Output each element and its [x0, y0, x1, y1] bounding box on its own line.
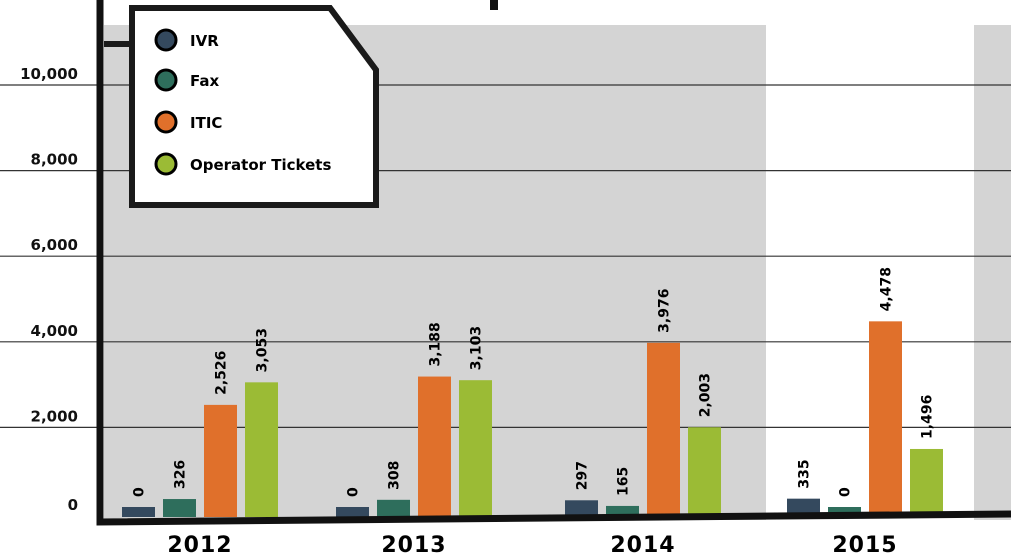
data-label: 3,053 [255, 328, 271, 372]
legend-label: ITIC [190, 114, 222, 132]
legend-background [129, 5, 379, 208]
y-tick-label: 4,000 [31, 322, 78, 340]
bar-operator-tickets-2012 [245, 382, 278, 517]
data-label: 3,103 [469, 326, 485, 370]
legend-label: IVR [190, 32, 219, 50]
data-label: 3,188 [428, 322, 444, 366]
legend-label: Operator Tickets [190, 156, 331, 174]
x-tick-label: 2014 [610, 533, 675, 558]
legend-swatch-ivr [154, 28, 178, 52]
bar-itic-2013 [418, 376, 451, 517]
axes [96, 0, 1011, 526]
bar-ivr-2014 [565, 500, 598, 517]
y-tick-label: 0 [68, 496, 78, 514]
y-tick-label: 6,000 [31, 236, 78, 254]
legend-label: Fax [190, 72, 219, 90]
data-label: 3,976 [657, 289, 673, 333]
data-label: 2,003 [698, 373, 714, 417]
x-tick-label: 2015 [832, 533, 897, 558]
bar-ivr-2013 [336, 507, 369, 517]
bar-operator-tickets-2015 [910, 448, 943, 517]
bar-operator-tickets-2013 [459, 380, 492, 517]
data-label: 4,478 [879, 267, 895, 311]
legend-items: IVR Fax ITIC Operator Tickets [154, 28, 331, 176]
bar-ivr-2012 [122, 507, 155, 517]
data-label: 308 [387, 461, 403, 490]
bars: 0 326 2,526 3,053 2012 0 308 3,188 3,103 2013 297 1… [122, 267, 943, 558]
y-tick-label: 2,000 [31, 407, 78, 425]
data-label: 335 [797, 459, 813, 488]
data-label: 0 [132, 487, 148, 497]
data-label: 1,496 [920, 395, 936, 439]
title-mark [490, 0, 498, 10]
data-label: 326 [173, 460, 189, 489]
legend: IVR Fax ITIC Operator Tickets [104, 5, 379, 208]
data-label: 297 [575, 461, 591, 490]
bar-fax-2012 [163, 499, 196, 517]
bar-itic-2014 [647, 342, 680, 517]
bar-itic-2015 [869, 321, 902, 517]
y-tick-label: 10,000 [20, 65, 78, 83]
gridlines: 0 2,000 4,000 6,000 8,000 10,000 [0, 65, 1011, 514]
bar-fax-2013 [377, 499, 410, 517]
legend-swatch-operator-tickets [154, 152, 178, 176]
data-label: 0 [838, 487, 854, 497]
data-label: 2,526 [214, 351, 230, 395]
bar-itic-2012 [204, 404, 237, 517]
x-tick-label: 2012 [167, 533, 232, 558]
axis-line [96, 0, 1011, 526]
y-tick-label: 8,000 [31, 151, 78, 169]
bar-operator-tickets-2014 [688, 427, 721, 517]
legend-swatch-fax [154, 68, 178, 92]
bar-fax-2014 [606, 505, 639, 517]
legend-swatch-itic [154, 110, 178, 134]
data-label: 165 [616, 467, 632, 496]
x-tick-label: 2013 [381, 533, 446, 558]
background-panel [974, 25, 1011, 520]
data-label: 0 [346, 487, 362, 497]
